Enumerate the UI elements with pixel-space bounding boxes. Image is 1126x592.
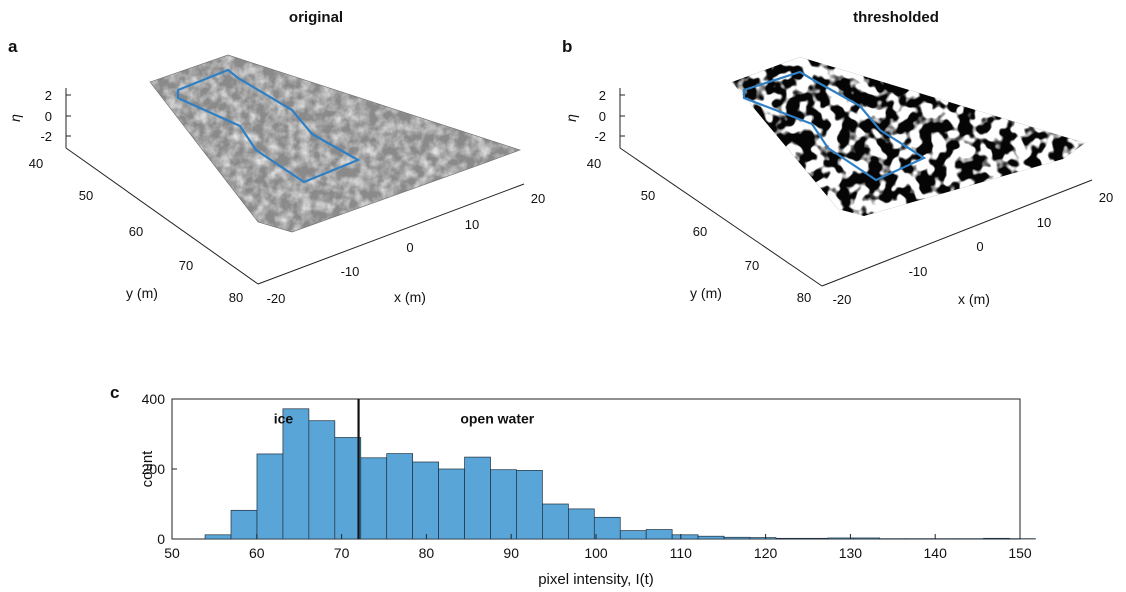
x-tick-label: 100 (584, 545, 608, 561)
histogram-bar (723, 536, 751, 540)
histogram-bar (542, 503, 569, 540)
panel-b-z-tick: -2 (594, 129, 606, 144)
panel-a-y-tick: 50 (79, 188, 93, 203)
panel-a-z-label: η (7, 114, 23, 122)
panel-b-x-tick: 10 (1037, 215, 1051, 230)
panel-c: c 50 60 70 80 90 100 110 120 130 140 150 0 200 400 ic… (110, 383, 1036, 588)
panel-b-x-axis (821, 179, 1093, 287)
panel-b-y-axis (619, 147, 823, 287)
panel-a: a original 2 0 -2 η 40 50 60 70 80 y (m) (7, 9, 545, 306)
histogram-bar (853, 537, 881, 540)
panel-a-axes (65, 88, 525, 285)
histogram-bar (619, 530, 647, 540)
histogram-bar (334, 437, 362, 540)
histogram-bar (256, 453, 284, 540)
panel-b-x-tick: 20 (1099, 190, 1113, 205)
histogram-bar (983, 537, 1010, 540)
panel-b-y-label: y (m) (690, 285, 722, 301)
annotation-open-water: open water (460, 411, 534, 427)
x-tick-label: 80 (419, 545, 435, 561)
x-tick-label: 70 (334, 545, 350, 561)
histogram-bar (438, 468, 465, 540)
panel-b-outline (742, 70, 927, 182)
x-tick-label: 120 (754, 545, 778, 561)
x-tick-label: 60 (249, 545, 265, 561)
histogram-x-label: pixel intensity, I(t) (538, 571, 654, 588)
panel-b-title: thresholded (853, 9, 939, 26)
panel-a-y-axis (65, 147, 259, 285)
histogram-bar (749, 537, 777, 540)
histogram-bar (464, 456, 491, 540)
x-tick-label: 90 (503, 545, 519, 561)
panel-b-surface (732, 57, 1085, 216)
x-tick-label: 150 (1008, 545, 1032, 561)
histogram-bar (516, 470, 543, 540)
y-tick-label: 400 (142, 391, 166, 407)
panel-b: b thresholded 2 0 -2 η 40 50 60 70 80 y … (562, 9, 1113, 307)
panel-b-x-tick: 0 (976, 239, 983, 254)
histogram-bar (801, 537, 829, 540)
histogram-y-label: count (139, 450, 156, 488)
panel-a-letter: a (8, 37, 18, 56)
panel-b-axes (619, 88, 1093, 287)
panel-a-x-tick: 0 (406, 240, 413, 255)
x-tick-label: 130 (839, 545, 863, 561)
panel-a-y-label: y (m) (126, 285, 158, 301)
histogram-ticks: 50 60 70 80 90 100 110 120 130 140 150 0 200 400 (142, 391, 1032, 561)
histogram-bar (827, 537, 855, 540)
panel-a-x-tick: -10 (341, 264, 360, 279)
histogram-bar (412, 461, 439, 540)
histogram-bar (360, 457, 388, 540)
panel-a-title: original (289, 9, 343, 26)
panel-b-z-tick: 2 (599, 88, 606, 103)
histogram-bar (308, 420, 336, 540)
histogram-bar (282, 408, 310, 540)
panel-b-y-tick: 60 (693, 224, 707, 239)
panel-a-y-tick: 60 (129, 224, 143, 239)
panel-a-x-axis (257, 183, 525, 285)
y-tick-label: 0 (157, 531, 165, 547)
panel-a-y-tick: 70 (179, 258, 193, 273)
panel-a-y-tick: 80 (229, 290, 243, 305)
histogram-bar (697, 535, 725, 540)
x-tick-label: 50 (164, 545, 180, 561)
panel-b-z-label: η (563, 114, 579, 122)
histogram-bar (671, 534, 699, 540)
panel-a-x-tick: 10 (465, 217, 479, 232)
panel-a-z-tick: 0 (45, 109, 52, 124)
histogram-bar (490, 469, 517, 540)
y-tick-label: 200 (142, 461, 166, 477)
histogram-bar (230, 509, 258, 540)
panel-b-x-tick: -20 (833, 292, 852, 307)
histogram-bar (204, 534, 232, 540)
panel-a-outline (176, 68, 361, 184)
panel-c-letter: c (110, 383, 119, 402)
panel-a-z-tick: 2 (45, 88, 52, 103)
panel-b-y-tick: 80 (797, 290, 811, 305)
panel-b-x-label: x (m) (958, 291, 990, 307)
x-tick-label: 140 (924, 545, 948, 561)
panel-b-letter: b (562, 37, 572, 56)
histogram-bar (645, 529, 673, 540)
panel-a-x-tick: 20 (531, 191, 545, 206)
annotation-ice: ice (274, 411, 294, 427)
panel-b-x-tick: -10 (909, 264, 928, 279)
panel-b-z-tick: 0 (599, 109, 606, 124)
panel-a-x-tick: -20 (267, 291, 286, 306)
x-tick-label: 110 (670, 545, 693, 561)
histogram-bars (204, 408, 1036, 540)
histogram-bar (593, 516, 621, 540)
histogram-bar (775, 537, 803, 540)
panel-b-y-tick: 40 (587, 156, 601, 171)
panel-b-y-tick: 70 (745, 258, 759, 273)
panel-a-surface (149, 54, 521, 233)
panel-a-x-label: x (m) (394, 289, 426, 305)
panel-a-y-tick: 40 (29, 156, 43, 171)
panel-b-y-tick: 50 (641, 188, 655, 203)
panel-a-z-tick: -2 (40, 129, 52, 144)
histogram-bar (568, 508, 595, 540)
histogram-bar (386, 453, 414, 540)
